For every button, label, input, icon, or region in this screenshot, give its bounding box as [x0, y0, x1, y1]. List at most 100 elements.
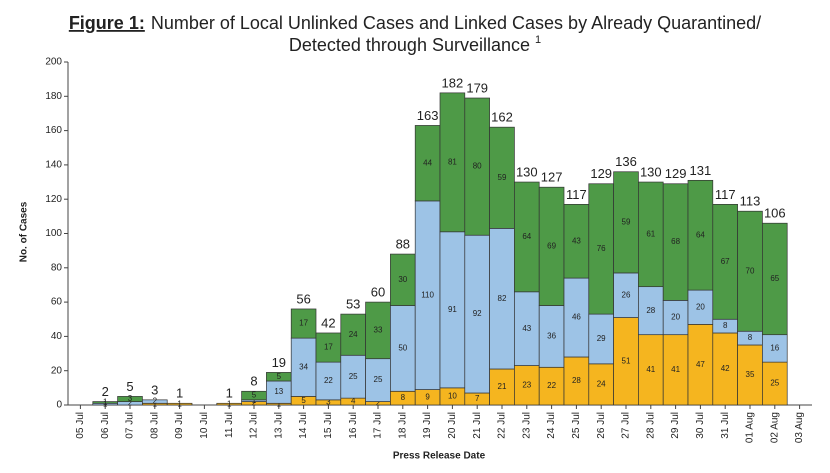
- bar-segment: [514, 181, 540, 293]
- bar-segment: [638, 334, 664, 406]
- y-tick-label: 60: [51, 297, 63, 308]
- bar-segment: [166, 402, 193, 406]
- total-label: 131: [690, 163, 712, 178]
- x-tick-label: 25 Jul: [571, 412, 582, 439]
- segment-label: 13: [274, 387, 283, 396]
- total-label: 162: [491, 110, 513, 125]
- segment-label: 42: [721, 364, 730, 373]
- bar-segment: [464, 97, 490, 236]
- bar-segment: [514, 291, 540, 366]
- segment-label: 1: [252, 396, 257, 405]
- segment-label: 76: [597, 244, 606, 253]
- segment-label: 92: [473, 309, 482, 318]
- segment-label: 20: [696, 302, 705, 311]
- segment-label: 80: [473, 162, 482, 171]
- segment-label: 46: [572, 313, 581, 322]
- x-tick-label: 18 Jul: [397, 412, 408, 439]
- total-label: 3: [151, 382, 158, 397]
- total-label: 53: [346, 297, 360, 312]
- segment-label: 29: [597, 334, 606, 343]
- bar-segment: [563, 203, 590, 279]
- total-label: 117: [715, 187, 736, 202]
- segment-label: 5: [277, 372, 282, 381]
- title-main: Number of Local Unlinked Cases and Linke…: [151, 13, 761, 33]
- segment-label: 25: [349, 372, 358, 381]
- bar-segment: [588, 313, 614, 365]
- segment-label: 8: [401, 393, 406, 402]
- bar-segment: [390, 305, 416, 392]
- bar-segment: [365, 301, 391, 360]
- segment-label: 21: [498, 382, 507, 391]
- segment-label: 41: [671, 365, 680, 374]
- total-label: 163: [417, 108, 439, 123]
- segment-label: 61: [646, 229, 655, 238]
- bar-segment: [315, 332, 342, 363]
- segment-label: 64: [522, 232, 531, 241]
- bar-segment: [613, 317, 639, 406]
- bar-segment: [762, 361, 788, 406]
- title-prefix: Figure 1:: [69, 13, 145, 33]
- segment-label: 5: [301, 396, 306, 405]
- segment-label: 8: [748, 333, 753, 342]
- segment-label: 25: [374, 375, 383, 384]
- bar-segment: [563, 356, 590, 406]
- total-label: 1: [176, 386, 183, 401]
- segment-label: 34: [299, 362, 308, 371]
- x-tick-label: 28 Jul: [645, 412, 656, 439]
- total-label: 1: [226, 386, 233, 401]
- segment-label: 70: [746, 266, 755, 275]
- segment-label: 64: [696, 230, 705, 239]
- segment-label: 20: [671, 313, 680, 322]
- x-tick-label: 26 Jul: [596, 412, 607, 439]
- total-label: 129: [665, 166, 687, 181]
- segment-label: 35: [746, 370, 755, 379]
- x-tick-label: 10 Jul: [199, 412, 210, 439]
- y-tick-label: 80: [51, 262, 63, 273]
- bar-segment: [588, 183, 614, 315]
- total-label: 42: [321, 315, 335, 330]
- total-label: 19: [272, 355, 286, 370]
- x-tick-label: 11 Jul: [224, 412, 235, 438]
- segment-label: 28: [572, 376, 581, 385]
- segment-label: 10: [448, 392, 457, 401]
- y-tick-label: 20: [51, 365, 63, 376]
- chart-title-line2: Detected through Surveillance 1: [289, 34, 541, 55]
- bar-segment: [390, 253, 416, 306]
- segment-label: 30: [398, 275, 407, 284]
- x-tick-label: 08 Jul: [149, 412, 160, 439]
- segment-label: 41: [646, 365, 655, 374]
- segment-label: 24: [597, 380, 606, 389]
- segment-label: 4: [351, 397, 356, 406]
- x-axis-label: Press Release Date: [393, 451, 486, 462]
- segment-label: 3: [128, 394, 133, 403]
- segment-label: 28: [646, 306, 655, 315]
- segment-label: 1: [103, 399, 108, 408]
- x-tick-label: 29 Jul: [670, 412, 681, 439]
- segment-label: 1: [177, 399, 182, 408]
- total-label: 56: [296, 291, 310, 306]
- x-tick-label: 09 Jul: [174, 412, 185, 439]
- segment-label: 22: [547, 381, 556, 390]
- bar-segment: [538, 366, 565, 406]
- bar-segment: [439, 92, 466, 233]
- segment-label: 43: [522, 324, 531, 333]
- segment-label: 69: [547, 241, 556, 250]
- total-label: 117: [566, 187, 587, 202]
- segment-label: 110: [421, 290, 434, 299]
- total-label: 5: [126, 379, 133, 394]
- segment-label: 43: [572, 236, 581, 245]
- x-tick-label: 13 Jul: [273, 412, 284, 439]
- x-tick-label: 27 Jul: [621, 412, 632, 439]
- bar-segment: [489, 368, 515, 406]
- segment-label: 50: [398, 344, 407, 353]
- segment-label: 51: [622, 356, 631, 365]
- segment-label: 47: [696, 360, 705, 369]
- y-tick-label: 0: [56, 400, 62, 411]
- total-label: 113: [740, 194, 761, 209]
- total-label: 179: [466, 80, 488, 95]
- bar-segment: [613, 171, 639, 274]
- segment-label: 2: [376, 398, 381, 407]
- segment-label: 9: [425, 392, 430, 401]
- segment-label: 17: [299, 319, 308, 328]
- bar-segment: [662, 183, 689, 301]
